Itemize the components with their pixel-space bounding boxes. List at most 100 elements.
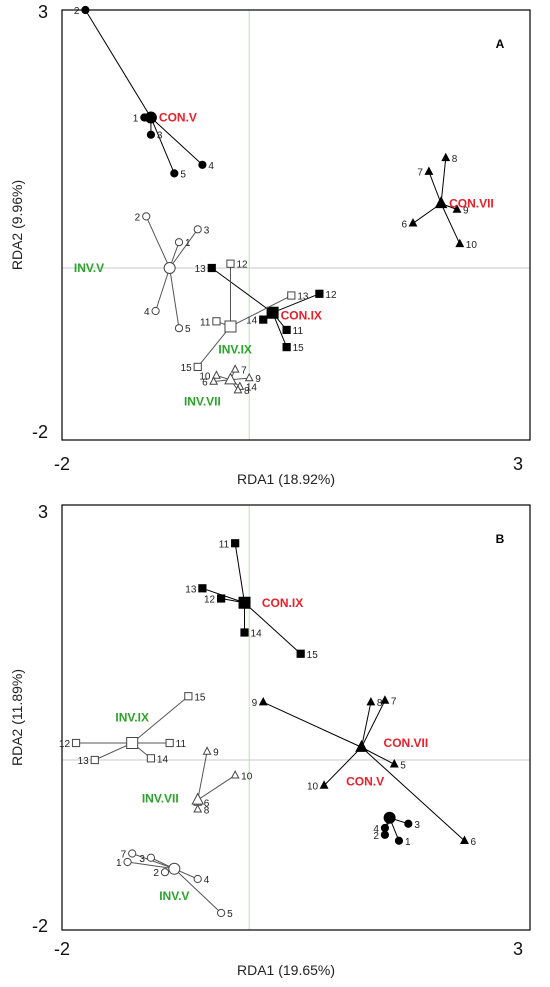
plot-frame (61, 9, 531, 441)
data-point (165, 738, 174, 748)
spoke-line (440, 203, 461, 245)
point-label: 5 (227, 909, 233, 920)
spoke-line (150, 117, 203, 166)
data-point (380, 823, 390, 833)
group-label: CON.IX (262, 596, 303, 610)
spoke-line (145, 216, 171, 269)
data-point (212, 317, 221, 326)
data-point (394, 836, 404, 845)
spoke-line (244, 602, 302, 655)
point-label: 3 (157, 131, 163, 142)
point-label: 11 (219, 539, 230, 550)
point-label: 9 (255, 374, 261, 385)
data-point (202, 746, 212, 755)
data-point (174, 238, 184, 247)
data-point (408, 218, 418, 227)
point-label: 5 (400, 760, 406, 771)
data-point (380, 830, 390, 839)
group-con-v: 4 3 2 1 CON.V (346, 774, 420, 848)
data-point (146, 130, 156, 139)
point-label: 9 (213, 748, 219, 759)
data-point (209, 376, 219, 385)
group-centroid (355, 739, 368, 752)
group-inv-vii: 7 10 9 6 148 INV.VII (184, 364, 261, 408)
point-label: 12 (236, 260, 248, 271)
data-point (193, 804, 203, 813)
group-inv-ix: 15 12 11 13 14 INV.IX (59, 692, 206, 767)
group-centroid (224, 372, 237, 385)
point-label: 3 (414, 820, 420, 831)
point-label: 2 (74, 6, 80, 17)
point-label: 7 (417, 168, 423, 179)
data-point (259, 315, 268, 324)
data-point (315, 289, 324, 298)
point-label: 5 (180, 169, 186, 180)
point-label: 13 (297, 292, 309, 303)
point-label: 15 (181, 363, 193, 374)
spoke-line (234, 543, 246, 603)
group-label: CON.VII (384, 736, 429, 750)
point-label: 11 (200, 317, 211, 328)
group-inv-ix: 12 13 11 15 INV.IX (181, 259, 309, 374)
group-label: INV.V (159, 889, 189, 903)
data-point (389, 759, 399, 768)
point-label: 14 (251, 629, 263, 640)
group-centroid (168, 862, 181, 875)
data-point (146, 853, 156, 862)
point-label: 4 (373, 824, 379, 835)
data-point (81, 5, 90, 15)
data-point (404, 819, 413, 828)
spoke-line (323, 746, 362, 786)
point-label: 9 (252, 698, 258, 709)
point-label: 11 (293, 326, 304, 337)
data-point (198, 160, 207, 169)
y-axis-label: RDA2 (9.96%) (9, 180, 25, 270)
spoke-line (132, 853, 175, 870)
data-point (244, 372, 254, 382)
point-label: 4 (208, 161, 214, 172)
panel-label: B (496, 532, 505, 546)
group-con-ix: 13 12 14 11 15 CON.IX (195, 263, 337, 354)
group-centroid (144, 111, 157, 124)
data-point (452, 204, 462, 213)
point-label: 8 (377, 698, 383, 709)
spoke-line (155, 267, 171, 312)
data-point (193, 362, 202, 371)
y-axis-label: RDA2 (11.89%) (9, 669, 25, 766)
data-point (282, 343, 291, 352)
spoke-line (197, 774, 236, 801)
data-point (174, 324, 184, 333)
data-point (441, 152, 451, 162)
point-label: 15 (194, 692, 206, 703)
point-label: 14 (246, 316, 258, 327)
data-point (170, 169, 179, 178)
x-axis-label: RDA1 (18.92%) (237, 471, 335, 487)
data-point (198, 584, 207, 593)
point-label: 13 (78, 756, 90, 767)
point-label: 2 (135, 212, 141, 223)
data-point (226, 259, 235, 268)
point-label: 15 (293, 343, 305, 354)
point-label: 1 (185, 238, 191, 249)
point-label: 8 (204, 805, 210, 816)
group-centroid (224, 320, 237, 333)
point-label: 10 (241, 771, 253, 782)
spoke-line (263, 701, 362, 748)
point-label: 14 (246, 383, 258, 394)
point-label: 3 (204, 225, 210, 236)
x-tick-label: -2 (54, 939, 70, 959)
point-label: 6 (401, 219, 407, 230)
group-label: INV.V (74, 261, 104, 275)
spoke-line (169, 267, 180, 329)
data-point (212, 370, 221, 379)
point-label: 8 (452, 154, 458, 165)
group-label: CON.V (346, 774, 384, 788)
data-point (240, 628, 249, 637)
spoke-line (440, 157, 447, 204)
spoke-line (169, 229, 199, 269)
data-point (90, 755, 99, 765)
data-point (184, 692, 193, 701)
data-point (233, 384, 243, 394)
data-point (319, 780, 329, 789)
